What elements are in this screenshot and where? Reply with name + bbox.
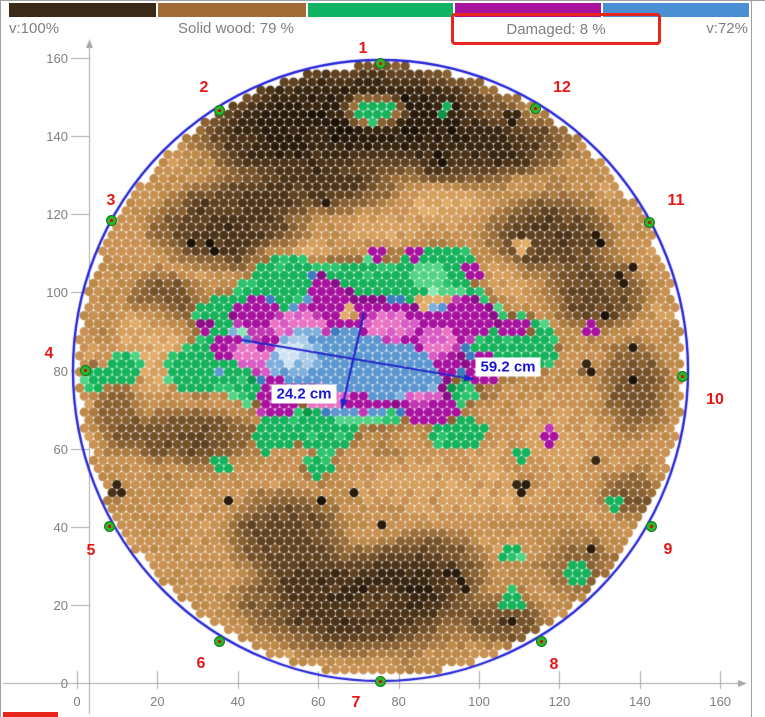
x-tick-label-140: 140 xyxy=(628,694,651,709)
x-tick-label-160: 160 xyxy=(709,694,732,709)
sensor-point-2[interactable] xyxy=(214,105,226,117)
sensor-point-10[interactable] xyxy=(676,370,688,382)
x-tick-label-100: 100 xyxy=(468,694,490,709)
sensor-point-3[interactable] xyxy=(105,214,117,226)
y-tick-label-120: 120 xyxy=(46,207,68,223)
sensor-point-12[interactable] xyxy=(529,103,541,115)
x-tick-label-40: 40 xyxy=(230,694,246,709)
x-tick-label-120: 120 xyxy=(548,694,571,709)
sensor-center-dot xyxy=(539,640,543,644)
sensor-number-11: 11 xyxy=(667,192,685,209)
sensor-point-1[interactable] xyxy=(375,58,386,70)
measurement-label-major[interactable]: 59.2 cm xyxy=(475,357,541,377)
panel-right-border xyxy=(751,1,752,717)
legend-segment-solid-wood-dark xyxy=(9,3,156,17)
sensor-center-dot xyxy=(218,109,222,113)
y-tick-label-20: 20 xyxy=(53,597,68,613)
sensor-center-dot xyxy=(218,640,222,644)
sensor-number-12: 12 xyxy=(553,79,571,96)
sensor-number-2: 2 xyxy=(199,79,209,96)
x-tick-label-20: 20 xyxy=(150,694,165,709)
damaged-highlight-box: Damaged: 8 % xyxy=(451,13,661,45)
y-tick-label-160: 160 xyxy=(46,51,68,67)
sensor-number-10: 10 xyxy=(706,391,724,408)
sensor-number-5: 5 xyxy=(86,542,96,559)
sensor-center-dot xyxy=(379,62,382,66)
sensor-center-dot xyxy=(680,374,684,378)
sensor-point-7[interactable] xyxy=(375,675,386,687)
x-tick-label-60: 60 xyxy=(310,694,326,709)
sensor-number-7: 7 xyxy=(351,694,361,711)
velocity-left-label: v:100% xyxy=(9,20,60,37)
legend-segment-early-decay-green xyxy=(308,3,453,17)
y-tick-label-100: 100 xyxy=(46,285,68,301)
y-tick-label-0: 0 xyxy=(60,676,68,691)
solid-wood-label: Solid wood: 79 % xyxy=(178,20,294,37)
sensor-number-3: 3 xyxy=(106,192,116,209)
sensor-center-dot xyxy=(533,107,537,111)
sensor-point-5[interactable] xyxy=(103,521,115,533)
sensor-center-dot xyxy=(648,220,652,224)
sensor-center-dot xyxy=(109,218,113,222)
sensor-center-dot xyxy=(650,525,654,529)
y-tick-label-40: 40 xyxy=(53,519,68,535)
velocity-right-label: v:72% xyxy=(706,20,748,37)
sensor-number-6: 6 xyxy=(196,655,206,672)
sensor-point-11[interactable] xyxy=(644,216,656,228)
sensor-point-6[interactable] xyxy=(214,636,226,648)
measurement-label-minor[interactable]: 24.2 cm xyxy=(271,384,337,404)
sensor-point-4[interactable] xyxy=(79,365,91,377)
bottom-left-red-bar[interactable] xyxy=(3,712,58,717)
damaged-label: Damaged: 8 % xyxy=(506,20,606,38)
y-tick-label-80: 80 xyxy=(53,363,68,379)
x-tick-label-80: 80 xyxy=(391,694,406,709)
y-tick-label-60: 60 xyxy=(53,441,68,457)
sensor-center-dot xyxy=(83,369,87,373)
sensor-point-8[interactable] xyxy=(535,636,547,648)
sensor-number-1: 1 xyxy=(358,40,368,57)
x-tick-label-0: 0 xyxy=(73,694,81,709)
sensor-center-dot xyxy=(107,525,111,529)
sensor-point-9[interactable] xyxy=(646,521,658,533)
sensor-center-dot xyxy=(379,679,382,683)
sensor-number-4: 4 xyxy=(44,345,54,362)
sensor-number-8: 8 xyxy=(549,656,559,673)
legend-segment-solid-wood-brown xyxy=(158,3,306,17)
y-tick-label-140: 140 xyxy=(46,129,68,145)
sensor-number-9: 9 xyxy=(663,541,673,558)
